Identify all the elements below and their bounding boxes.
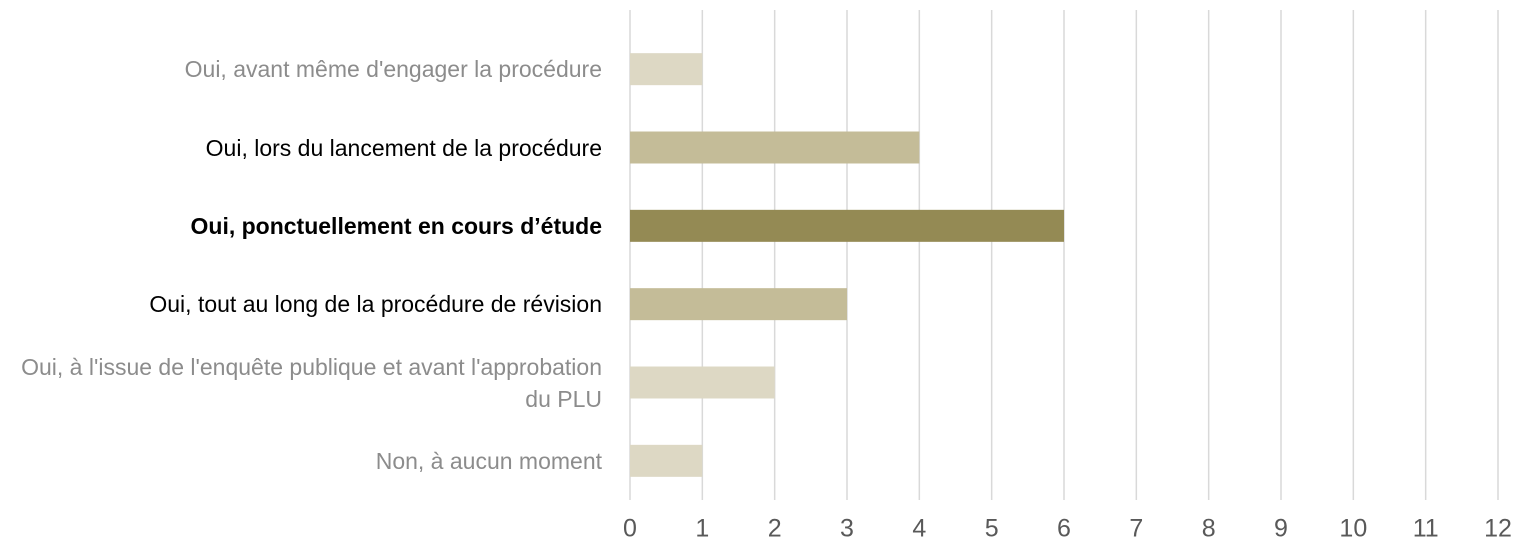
x-tick-label: 12 — [1484, 515, 1512, 543]
bar — [630, 444, 703, 477]
category-label: Oui, à l'issue de l'enquête publique et … — [21, 353, 602, 412]
x-tick-label: 7 — [1129, 515, 1143, 543]
bar — [630, 366, 775, 399]
x-tick-label: 4 — [912, 515, 926, 543]
x-tick-label: 2 — [768, 515, 782, 543]
x-tick-label: 3 — [840, 515, 854, 543]
x-tick-label: 1 — [695, 515, 709, 543]
bar — [630, 288, 847, 321]
category-label: Oui, ponctuellement en cours d’étude — [190, 212, 603, 239]
category-label: Oui, tout au long de la procédure de rév… — [149, 291, 602, 318]
bar — [630, 131, 920, 164]
bar — [630, 209, 1064, 242]
x-tick-label: 5 — [985, 515, 999, 543]
bar — [630, 53, 703, 86]
x-tick-label: 10 — [1339, 515, 1367, 543]
category-label: Oui, avant même d'engager la procédure — [184, 56, 602, 83]
x-tick-label: 6 — [1057, 515, 1071, 543]
x-tick-label: 9 — [1274, 515, 1288, 543]
category-label: Non, à aucun moment — [375, 447, 602, 474]
x-tick-label: 11 — [1413, 515, 1439, 543]
x-tick-label: 0 — [623, 515, 637, 543]
category-label: Oui, lors du lancement de la procédure — [205, 134, 602, 161]
x-tick-label: 8 — [1202, 515, 1216, 543]
